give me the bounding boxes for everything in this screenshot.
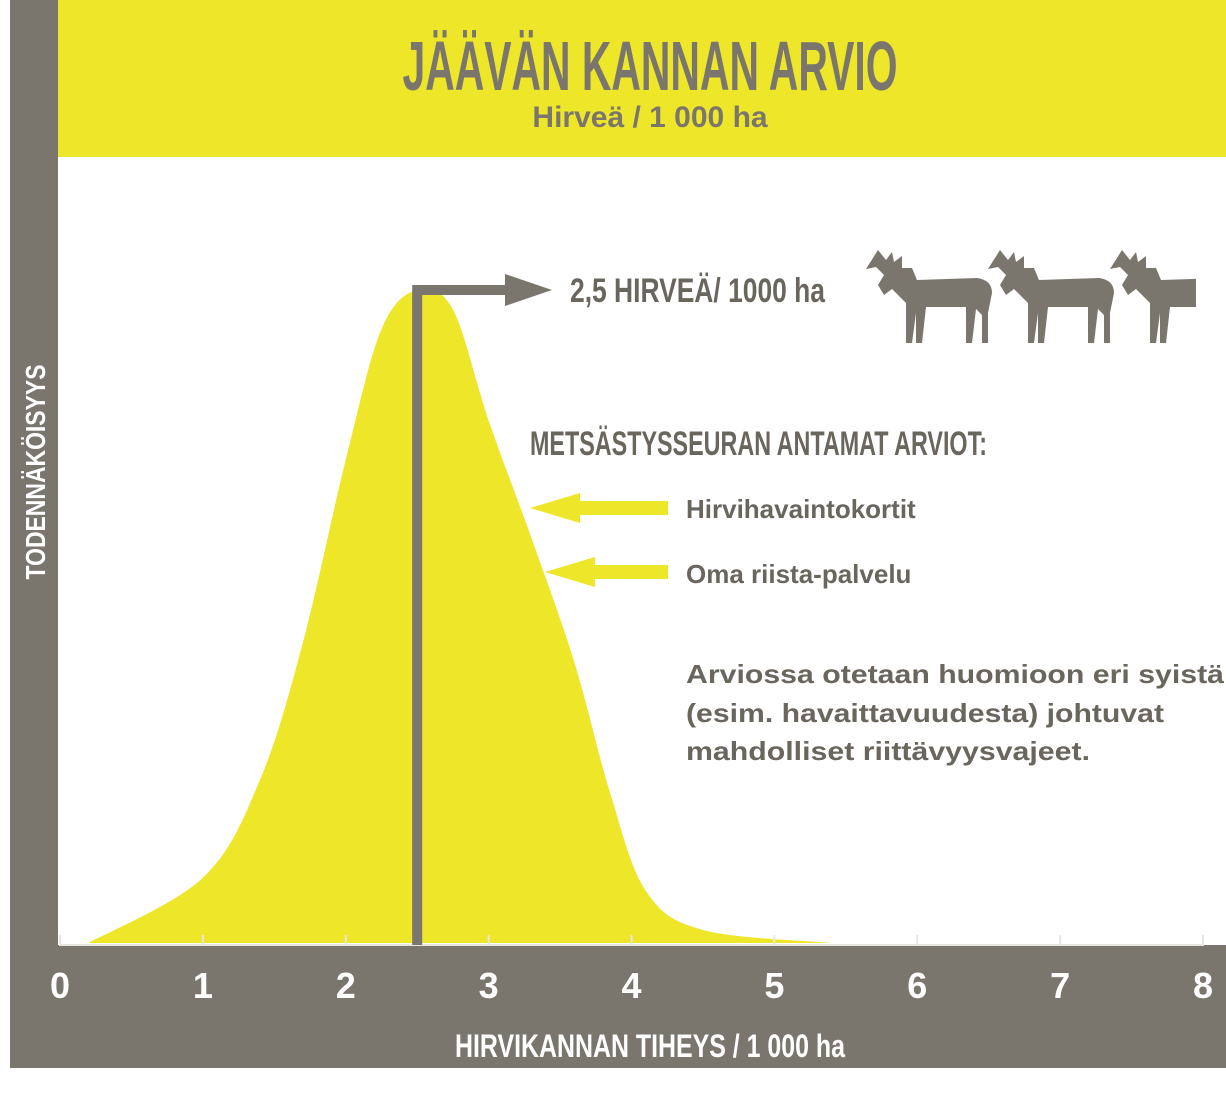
- title-banner: [58, 0, 1226, 157]
- x-tick-label: 1: [193, 965, 213, 1006]
- y-axis-label: TODENNÄKÖISYYS: [20, 365, 51, 580]
- annotation-note: mahdolliset riittävyysvajeet.: [686, 736, 1090, 766]
- x-tick-label: 4: [621, 965, 641, 1006]
- density-area: [88, 288, 832, 943]
- chart-title: JÄÄVÄN KANNAN ARVIO: [403, 27, 898, 105]
- annotation-heading: METSÄSTYSSEURAN ANTAMAT ARVIOT:: [530, 425, 987, 463]
- marker-arrowhead: [505, 274, 552, 306]
- moose-icons: [866, 250, 1196, 343]
- x-tick-label: 2: [336, 965, 356, 1006]
- annotation-item: Hirvihavaintokortit: [686, 494, 916, 524]
- arrow: [530, 493, 668, 523]
- chart-subtitle: Hirveä / 1 000 ha: [532, 101, 767, 134]
- moose-icon: [1110, 250, 1196, 343]
- x-tick-label: 0: [50, 965, 70, 1006]
- arrow: [545, 557, 668, 587]
- annotation-item: Oma riista-palvelu: [686, 559, 911, 589]
- annotation-note: Arviossa otetaan huomioon eri syistä: [686, 659, 1225, 689]
- x-tick-label: 6: [907, 965, 927, 1006]
- marker-line: [412, 285, 510, 945]
- moose-icon: [988, 250, 1114, 343]
- x-tick-label: 5: [764, 965, 784, 1006]
- x-tick-label: 7: [1050, 965, 1070, 1006]
- annotation-note: (esim. havaittavuudesta) johtuvat: [686, 698, 1164, 728]
- y-axis-band: [10, 0, 58, 945]
- x-tick-label: 3: [479, 965, 499, 1006]
- moose-icon: [866, 250, 992, 343]
- marker-label: 2,5 HIRVEÄ/ 1000 ha: [570, 272, 826, 310]
- x-axis-label: HIRVIKANNAN TIHEYS / 1 000 ha: [455, 1028, 845, 1064]
- x-axis-band: [10, 945, 1226, 1068]
- plot-area: 0 1 2 3 4 5 6 7 8: [50, 274, 1213, 1006]
- x-tick-label: 8: [1193, 965, 1213, 1006]
